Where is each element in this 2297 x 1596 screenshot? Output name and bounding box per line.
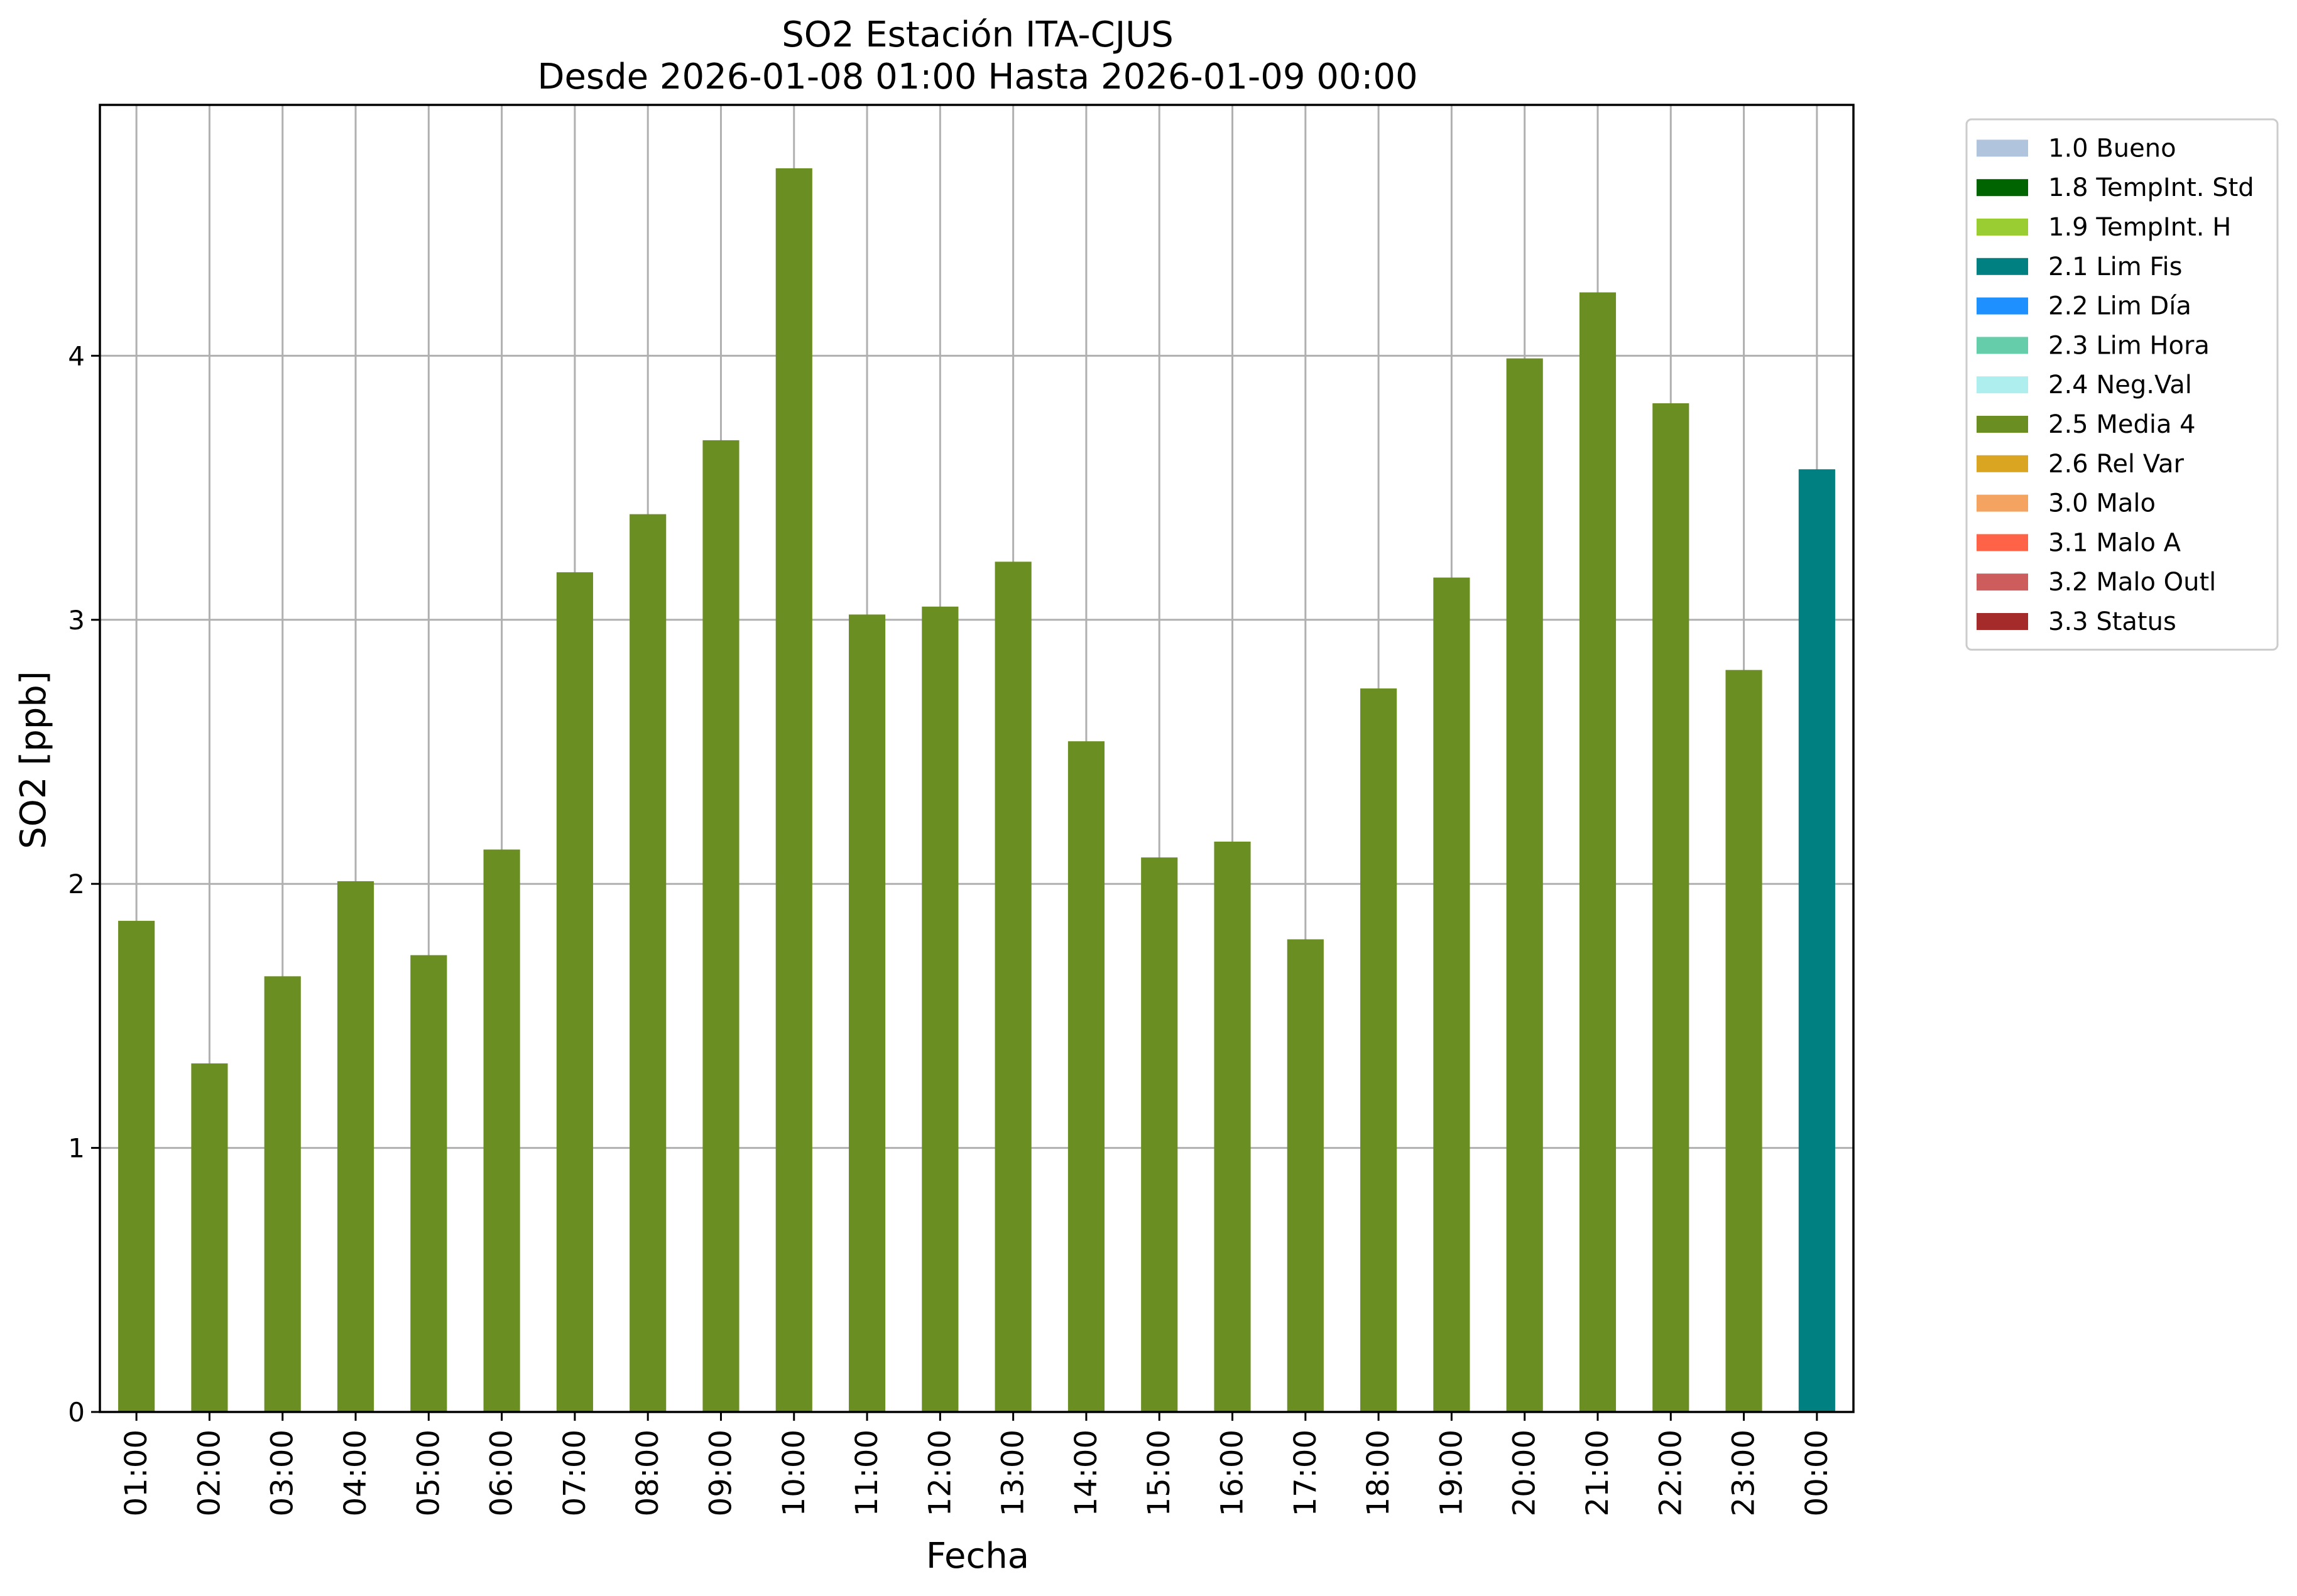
legend-label: 2.6 Rel Var [2048,450,2185,479]
bar-19:00 [1433,577,1470,1413]
x-axis-ticks: 01:00 02:00 03:00 04:00 05:00 06:00 07:00 08:00… [119,1412,1835,1516]
legend-swatch [1977,376,2028,394]
x-tick-label: 02:00 [192,1430,227,1516]
legend-swatch [1977,613,2028,630]
plot-frame [99,104,1855,1413]
legend-swatch [1977,494,2028,512]
x-tick-label: 15:00 [1142,1430,1177,1516]
legend-swatch [1977,534,2028,551]
legend-label: 3.0 Malo [2048,489,2156,518]
x-tick-label: 05:00 [411,1430,446,1516]
x-tick-label: 16:00 [1215,1430,1250,1516]
x-tick-label: 09:00 [703,1430,738,1516]
x-tick-label: 23:00 [1727,1430,1762,1516]
x-tick-label: 22:00 [1653,1430,1688,1516]
legend-label: 2.2 Lim Día [2048,292,2191,321]
legend-swatch [1977,258,2028,275]
bar-05:00 [410,955,447,1412]
legend-label: 2.3 Lim Hora [2048,331,2210,360]
bar-11:00 [848,614,886,1412]
bar-00:00 [1798,469,1835,1412]
bar-14:00 [1067,741,1105,1412]
x-tick-label: 11:00 [849,1430,885,1516]
y-tick-label: 3 [68,605,85,636]
bar-07:00 [556,572,593,1412]
y-axis-label: SO2 [ppb] [13,671,54,849]
bar-22:00 [1652,403,1689,1412]
bar-03:00 [264,976,301,1412]
legend-swatch [1977,573,2028,591]
x-tick-label: 21:00 [1580,1430,1615,1516]
x-axis-label: Fecha [926,1536,1029,1577]
bar-06:00 [483,849,520,1412]
legend-swatch [1977,337,2028,354]
x-tick-label: 08:00 [630,1430,665,1516]
x-tick-label: 14:00 [1069,1430,1104,1516]
x-tick-label: 07:00 [557,1430,592,1516]
y-tick-label: 2 [68,869,85,899]
y-tick-label: 1 [68,1133,85,1164]
legend-label: 1.0 Bueno [2048,134,2176,163]
chart-subtitle: Desde 2026-01-08 01:00 Hasta 2026-01-09 … [537,57,1417,97]
bar-02:00 [191,1063,228,1412]
x-tick-label: 19:00 [1434,1430,1469,1516]
legend-label: 2.1 Lim Fis [2048,252,2182,281]
bar-15:00 [1141,857,1178,1412]
legend-label: 3.2 Malo Outl [2048,568,2216,597]
bars [118,168,1835,1413]
y-axis-ticks: 0 1 2 3 4 [68,340,100,1428]
bar-10:00 [775,168,812,1412]
x-tick-label: 10:00 [777,1430,812,1516]
x-tick-label: 04:00 [338,1430,373,1516]
x-tick-label: 17:00 [1288,1430,1323,1516]
legend-label: 2.4 Neg.Val [2048,371,2192,399]
bar-18:00 [1360,688,1397,1412]
x-tick-label: 06:00 [484,1430,520,1516]
legend: 1.0 Bueno 1.8 TempInt. Std 1.9 TempInt. H 2… [1965,118,2279,651]
x-tick-label: 01:00 [119,1430,154,1516]
bar-16:00 [1214,841,1251,1412]
bar-12:00 [922,606,959,1412]
bar-01:00 [118,921,155,1412]
x-tick-label: 03:00 [265,1430,300,1516]
bar-17:00 [1287,939,1324,1412]
bar-09:00 [702,440,739,1413]
x-tick-label: 12:00 [922,1430,958,1516]
y-tick-label: 0 [68,1397,85,1428]
x-tick-label: 00:00 [1799,1430,1835,1516]
bar-20:00 [1506,358,1543,1412]
legend-swatch [1977,416,2028,433]
legend-swatch [1977,179,2028,197]
x-tick-label: 20:00 [1507,1430,1542,1516]
legend-label: 1.9 TempInt. H [2048,213,2231,242]
bar-21:00 [1579,292,1617,1413]
legend-label: 1.8 TempInt. Std [2048,173,2254,202]
x-tick-label: 18:00 [1361,1430,1396,1516]
y-tick-label: 4 [68,340,85,371]
legend-swatch [1977,455,2028,472]
chart-title: SO2 Estación ITA-CJUS [782,14,1174,55]
bar-13:00 [995,562,1032,1412]
bar-23:00 [1725,670,1762,1412]
legend-label: 3.3 Status [2048,607,2176,636]
legend-swatch [1977,139,2028,157]
legend-swatch [1977,297,2028,315]
bar-04:00 [337,881,374,1412]
legend-box [1965,118,2279,651]
x-tick-label: 13:00 [996,1430,1031,1516]
bar-08:00 [630,514,667,1413]
legend-swatch [1977,219,2028,236]
legend-label: 3.1 Malo A [2048,528,2181,557]
legend-label: 2.5 Media 4 [2048,410,2196,439]
